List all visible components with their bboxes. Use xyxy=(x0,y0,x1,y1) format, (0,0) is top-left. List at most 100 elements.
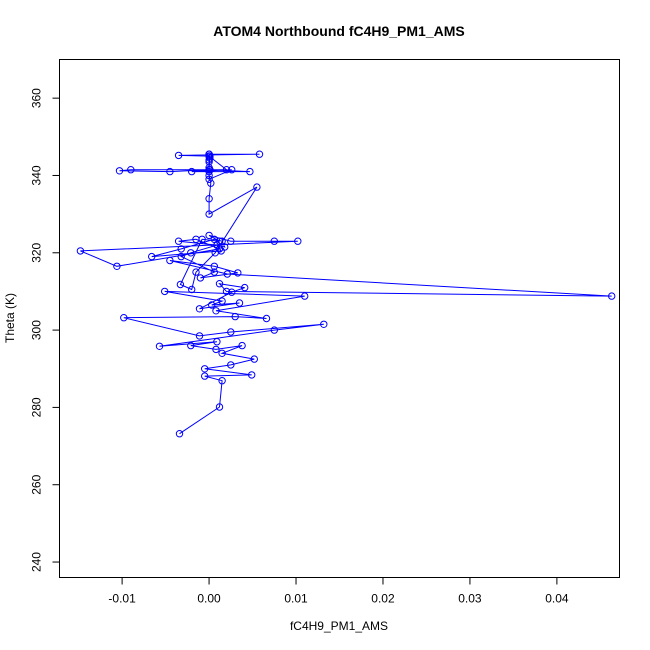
x-tick-label: 0.03 xyxy=(458,592,482,606)
data-point xyxy=(248,371,256,379)
data-point xyxy=(192,268,200,276)
data-point xyxy=(215,403,224,411)
data-point xyxy=(206,152,214,160)
data-point xyxy=(205,156,213,164)
data-point xyxy=(223,270,232,278)
plot-frame xyxy=(59,59,620,578)
data-point xyxy=(228,166,236,174)
data-point xyxy=(218,237,226,245)
data-point xyxy=(210,268,219,276)
data-point xyxy=(294,237,302,245)
data-point xyxy=(205,175,213,184)
data-point xyxy=(188,167,196,176)
data-point xyxy=(301,292,309,300)
data-point xyxy=(253,183,261,191)
data-point xyxy=(205,158,213,166)
data-point xyxy=(205,231,213,240)
data-point xyxy=(231,312,239,321)
data-point xyxy=(201,372,209,380)
data-point xyxy=(207,179,215,187)
data-point xyxy=(205,171,213,180)
data-point xyxy=(127,166,135,174)
data-point xyxy=(174,237,183,245)
data-point xyxy=(175,430,184,438)
data-point xyxy=(113,262,121,270)
data-point xyxy=(176,280,185,289)
plot-area xyxy=(76,150,616,438)
data-point xyxy=(215,245,224,253)
y-tick-label: 300 xyxy=(30,320,44,340)
data-point xyxy=(270,326,278,334)
data-point xyxy=(120,314,128,322)
x-tick-label: 0.04 xyxy=(545,592,569,606)
data-point xyxy=(262,314,271,323)
data-point xyxy=(222,166,231,174)
data-point xyxy=(201,365,209,373)
data-point xyxy=(166,167,174,176)
data-point xyxy=(213,241,221,249)
data-point xyxy=(234,269,242,277)
data-point xyxy=(195,305,204,313)
x-axis: -0.01 0.00 0.01 0.02 0.03 0.04 xyxy=(108,577,569,606)
y-axis-label: Theta (K) xyxy=(3,293,17,343)
data-point xyxy=(270,237,278,245)
x-tick-label: 0.00 xyxy=(197,592,221,606)
data-point xyxy=(255,150,264,158)
data-point xyxy=(215,237,224,245)
y-axis: 240 260 280 300 320 340 360 xyxy=(30,88,60,572)
chart-title: ATOM4 Northbound fC4H9_PM1_AMS xyxy=(213,23,465,39)
data-point xyxy=(246,167,254,176)
data-point xyxy=(320,320,328,328)
data-point xyxy=(161,287,169,296)
data-point xyxy=(211,249,219,257)
data-point xyxy=(250,355,259,363)
data-point xyxy=(177,252,185,261)
data-point xyxy=(195,332,204,340)
data-point xyxy=(227,361,235,369)
data-point xyxy=(218,377,226,385)
data-point xyxy=(212,307,220,315)
x-axis-label: fC4H9_PM1_AMS xyxy=(290,619,388,633)
data-point xyxy=(198,235,206,244)
data-point xyxy=(228,288,236,296)
y-tick-label: 340 xyxy=(30,165,44,185)
data-point xyxy=(205,195,213,203)
y-tick-label: 320 xyxy=(30,242,44,262)
data-point xyxy=(208,301,216,309)
data-point xyxy=(218,297,226,305)
data-point xyxy=(215,280,224,288)
data-point xyxy=(115,167,124,175)
data-point xyxy=(213,338,221,346)
data-point xyxy=(155,342,164,350)
data-point xyxy=(227,237,235,245)
data-point xyxy=(608,292,616,300)
x-tick-label: 0.02 xyxy=(371,592,395,606)
data-point xyxy=(196,274,205,282)
data-point xyxy=(212,345,220,354)
data-point xyxy=(187,249,195,257)
data-point xyxy=(205,210,213,218)
data-point xyxy=(174,151,183,160)
series-line xyxy=(80,153,612,435)
data-point xyxy=(188,285,196,294)
data-point xyxy=(222,287,231,296)
data-point xyxy=(187,341,195,350)
x-tick-label: -0.01 xyxy=(108,592,136,606)
data-point xyxy=(218,349,226,357)
data-point xyxy=(238,341,246,350)
y-tick-label: 280 xyxy=(30,397,44,417)
data-point xyxy=(206,166,214,174)
y-tick-label: 360 xyxy=(30,88,44,108)
data-point xyxy=(166,256,174,265)
data-point xyxy=(177,245,185,253)
data-point xyxy=(227,328,235,336)
data-point xyxy=(76,247,85,255)
data-point xyxy=(148,252,156,261)
y-tick-label: 260 xyxy=(30,474,44,494)
x-tick-label: 0.01 xyxy=(284,592,308,606)
data-point xyxy=(235,299,244,307)
y-tick-label: 240 xyxy=(30,552,44,572)
data-point xyxy=(210,262,219,270)
data-point xyxy=(241,283,249,292)
